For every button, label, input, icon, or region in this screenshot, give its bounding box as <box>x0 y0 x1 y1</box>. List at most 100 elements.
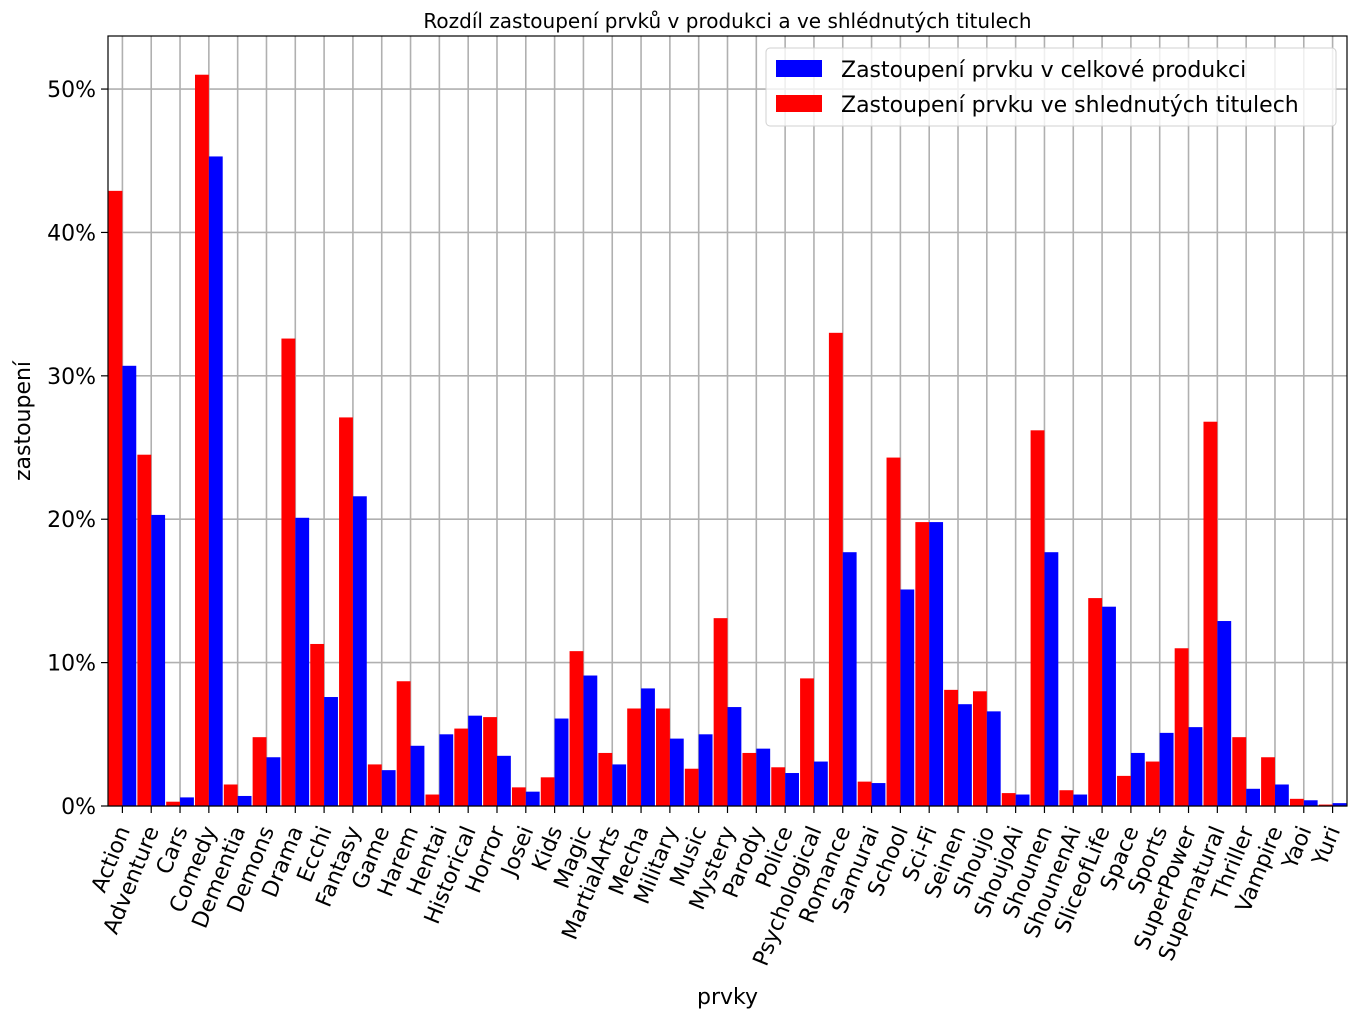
bar-production-Magic <box>583 675 598 806</box>
bar-production-Space <box>1130 752 1145 806</box>
bar-viewed-Parody <box>742 752 757 806</box>
bar-viewed-Harem <box>396 681 411 806</box>
bar-viewed-Sci-Fi <box>915 522 930 806</box>
bar-viewed-Shounen <box>1030 430 1045 806</box>
bar-production-Yuri <box>1332 803 1347 806</box>
bar-viewed-Hentai <box>425 794 440 806</box>
bar-production-Seinen <box>958 704 972 806</box>
bar-production-Parody <box>756 748 771 806</box>
bar-viewed-Police <box>771 767 786 806</box>
bar-production-Thriller <box>1246 788 1261 806</box>
bar-production-Vampire <box>1274 784 1289 806</box>
legend-label: Zastoupení prvku ve shlednutých titulech <box>841 93 1299 118</box>
x-axis-label: prvky <box>697 985 758 1010</box>
bar-production-SuperPower <box>1188 727 1203 806</box>
bar-production-Action <box>122 365 137 806</box>
bar-production-ShounenAi <box>1073 794 1088 806</box>
bar-production-Adventure <box>151 514 166 806</box>
bar-viewed-Horror <box>483 717 497 806</box>
bar-viewed-Mystery <box>713 618 728 806</box>
bar-viewed-Supernatural <box>1203 421 1218 806</box>
bar-viewed-Psychological <box>800 678 814 806</box>
bar-viewed-Game <box>367 764 382 806</box>
bar-viewed-Thriller <box>1232 737 1247 806</box>
bar-viewed-School <box>886 457 901 806</box>
bar-viewed-Sports <box>1145 761 1160 806</box>
bar-production-Romance <box>842 552 857 806</box>
bar-viewed-Samurai <box>857 781 872 806</box>
axes: 0%10%20%30%40%50%ActionAdventureCarsCome… <box>47 35 1348 970</box>
y-tick-label: 40% <box>47 221 96 246</box>
bar-viewed-Comedy <box>194 74 209 806</box>
bar-viewed-Military <box>656 708 670 806</box>
bar-production-School <box>900 589 915 806</box>
bar-viewed-Shoujo <box>972 691 987 806</box>
bar-viewed-Space <box>1117 775 1131 806</box>
bar-viewed-Fantasy <box>339 417 353 806</box>
bar-viewed-ShounenAi <box>1059 790 1074 806</box>
bar-production-Game <box>381 770 396 806</box>
bar-production-Police <box>785 773 799 806</box>
legend-swatch <box>776 95 822 112</box>
bar-viewed-SliceofLife <box>1088 598 1103 806</box>
bar-viewed-Demons <box>252 737 267 806</box>
bar-production-Sci-Fi <box>929 522 944 806</box>
bar-production-Psychological <box>813 761 828 806</box>
legend-swatch <box>776 60 822 77</box>
bar-viewed-Vampire <box>1261 757 1275 806</box>
bar-production-Comedy <box>208 156 223 807</box>
bar-viewed-Magic <box>569 651 584 806</box>
bar-viewed-Seinen <box>944 689 959 806</box>
bar-viewed-Ecchi <box>310 643 325 806</box>
bar-production-ShoujoAi <box>1015 794 1030 806</box>
y-tick-label: 0% <box>61 795 96 820</box>
bar-viewed-Kids <box>540 777 555 806</box>
bar-production-Harem <box>410 745 425 806</box>
bar-production-Horror <box>496 755 511 806</box>
bar-production-Kids <box>554 718 569 806</box>
bar-production-Military <box>669 738 684 806</box>
bar-production-SliceofLife <box>1102 606 1116 806</box>
bar-production-MartialArts <box>612 764 627 806</box>
bar-viewed-Mecha <box>627 708 642 806</box>
bar-production-Shounen <box>1044 552 1059 806</box>
bar-production-Demons <box>266 757 281 806</box>
bar-production-Ecchi <box>324 697 338 806</box>
bar-production-Historical <box>468 715 483 806</box>
bar-viewed-Romance <box>828 332 843 806</box>
bar-production-Music <box>698 734 713 806</box>
bar-production-Fantasy <box>352 496 367 806</box>
bar-viewed-MartialArts <box>598 752 613 806</box>
bar-viewed-Yuri <box>1318 804 1333 806</box>
bar-production-Josei <box>525 791 540 806</box>
bar-production-Sports <box>1159 732 1174 806</box>
bar-viewed-Historical <box>454 728 469 806</box>
bar-viewed-Adventure <box>137 454 152 806</box>
bar-production-Samurai <box>871 783 886 806</box>
bar-production-Dementia <box>237 795 252 806</box>
bar-viewed-ShoujoAi <box>1001 793 1016 806</box>
bar-production-Mecha <box>641 688 655 806</box>
legend-box <box>765 47 1337 127</box>
bar-production-Cars <box>180 797 194 806</box>
y-tick-label: 10% <box>47 652 96 677</box>
bar-viewed-Drama <box>281 338 296 806</box>
bar-viewed-Dementia <box>223 784 238 806</box>
bar-viewed-Yaoi <box>1289 798 1304 806</box>
y-tick-label: 50% <box>47 78 96 103</box>
x-tick-label: Yuri <box>1308 823 1347 870</box>
legend: Zastoupení prvku v celkové produkci Zasto… <box>765 47 1337 127</box>
bar-production-Mystery <box>727 707 742 806</box>
bar-production-Yaoi <box>1303 800 1318 806</box>
bar-production-Hentai <box>439 734 454 806</box>
bar-viewed-Cars <box>166 801 181 806</box>
bar-production-Drama <box>295 517 310 806</box>
bar-viewed-Music <box>684 768 699 806</box>
bar-viewed-Josei <box>511 787 526 806</box>
y-tick-label: 20% <box>47 508 96 533</box>
legend-label: Zastoupení prvku v celkové produkci <box>841 58 1246 83</box>
bars <box>108 74 1347 807</box>
bar-production-Supernatural <box>1217 621 1232 806</box>
